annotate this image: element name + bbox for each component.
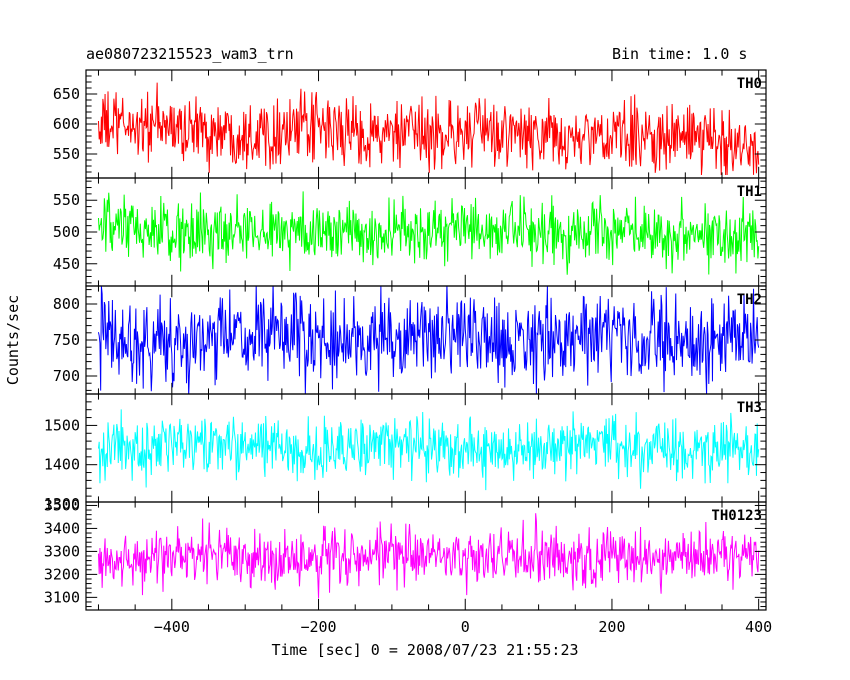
panel-label-th1: TH1 (737, 184, 762, 200)
y-tick-label: 450 (53, 255, 80, 273)
panel-th0: 550 600 650 TH0 (53, 69, 767, 179)
y-tick-label: 500 (53, 223, 80, 241)
panels-group: 550 600 650 TH0 450 500 550 TH1 700 750 800 TH2 1300… (44, 69, 767, 611)
series-line-th2 (97, 286, 760, 394)
y-ticks (86, 69, 766, 179)
y-tick-label: 1500 (44, 416, 80, 434)
y-tick-label: 650 (53, 85, 80, 103)
series-line-th3 (97, 409, 760, 491)
y-tick-label: 3400 (44, 519, 80, 537)
y-tick-label: 600 (53, 115, 80, 133)
y-ticks (86, 502, 766, 610)
x-tick-label: 200 (598, 618, 625, 636)
panel-label-th0123: TH0123 (711, 508, 762, 524)
y-ticks (86, 393, 766, 502)
y-tick-label: 550 (53, 191, 80, 209)
series-line-th1 (97, 191, 760, 275)
y-tick-label: 3300 (44, 542, 80, 560)
x-tick-labels: −400 −200 0 200 400 (154, 618, 772, 636)
y-tick-label: 750 (53, 331, 80, 349)
y-ticks (86, 178, 766, 286)
panel-label-th2: TH2 (737, 292, 762, 308)
panel-th0123: 3100 3200 3300 3400 3500 TH0123 (44, 496, 767, 611)
y-tick-label: 1300 (44, 495, 80, 513)
panel-th1: 450 500 550 TH1 (53, 177, 767, 287)
x-tick-label: −200 (300, 618, 336, 636)
y-tick-label: 550 (53, 145, 80, 163)
x-tick-label: 400 (745, 618, 772, 636)
y-tick-label: 1400 (44, 456, 80, 474)
y-tick-label: 3200 (44, 565, 80, 583)
panel-label-th3: TH3 (737, 400, 762, 416)
panel-th3: 1300 1400 1500 TH3 (44, 393, 767, 513)
series-line-th0 (97, 82, 760, 176)
y-axis-label: Counts/sec (4, 295, 22, 385)
x-tick-label: −400 (154, 618, 190, 636)
x-axis-label: Time [sec] 0 = 2008/07/23 21:55:23 (271, 641, 578, 659)
y-tick-label: 3500 (44, 496, 80, 514)
y-tick-label: 800 (53, 295, 80, 313)
panel-th2: 700 750 800 TH2 (53, 285, 767, 395)
series-line-th0123 (97, 513, 760, 599)
bin-time-label: Bin time: 1.0 s (612, 45, 747, 63)
x-tick-label: 0 (461, 618, 470, 636)
y-tick-label: 3100 (44, 588, 80, 606)
y-tick-label: 700 (53, 367, 80, 385)
y-ticks (86, 286, 766, 394)
panel-frame (85, 69, 767, 179)
panel-label-th0: TH0 (737, 76, 762, 92)
chart-title: ae080723215523_wam3_trn (86, 45, 294, 63)
